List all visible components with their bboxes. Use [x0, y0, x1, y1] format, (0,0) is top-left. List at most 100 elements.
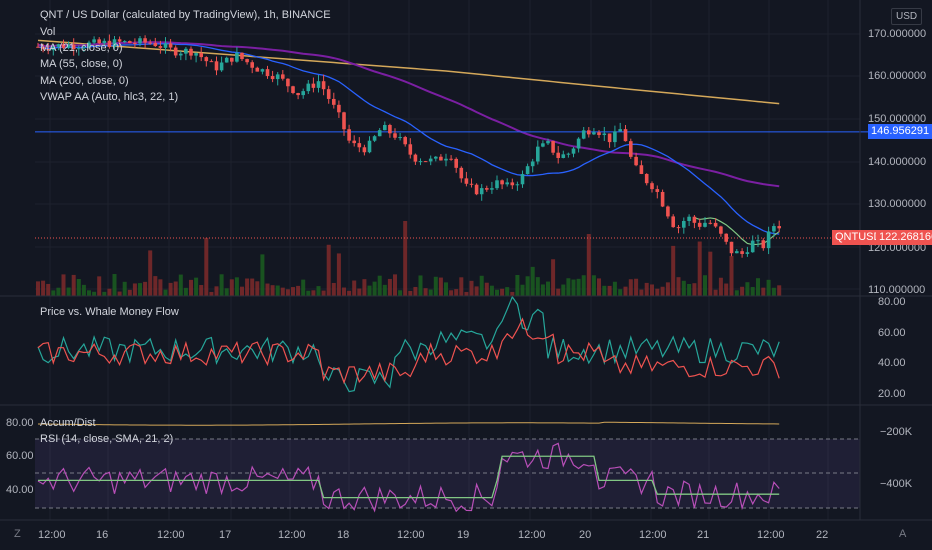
time-tick: 12:00: [397, 529, 425, 541]
candle-body: [418, 161, 423, 163]
symbol-title[interactable]: QNT / US Dollar (calculated by TradingVi…: [40, 9, 331, 21]
volume-bar: [713, 289, 718, 296]
volume-bar: [112, 274, 117, 296]
candle-body: [41, 46, 45, 49]
indicator-ma21[interactable]: MA (21, close, 0): [40, 42, 123, 54]
volume-bar: [245, 278, 250, 296]
candle-body: [520, 174, 525, 185]
candle-body: [61, 44, 66, 48]
whale-money-flow-pane[interactable]: [37, 295, 780, 393]
volume-bar: [520, 284, 525, 296]
hline-price-tag[interactable]: 146.956291: [868, 124, 932, 139]
candle-body: [576, 138, 581, 149]
whale-pane-title[interactable]: Price vs. Whale Money Flow: [40, 306, 179, 318]
auto-scale-left-button[interactable]: Z: [14, 528, 21, 540]
volume-bar: [489, 285, 494, 296]
volume-bar: [708, 251, 713, 296]
volume-bar: [591, 275, 596, 296]
indicator-vwap[interactable]: VWAP AA (Auto, hlc3, 22, 1): [40, 91, 179, 103]
volume-bar: [729, 256, 734, 296]
candle-body: [219, 62, 224, 71]
candle-body: [138, 38, 142, 44]
candle-body: [692, 216, 697, 223]
volume-bar: [628, 279, 633, 296]
time-tick: 21: [697, 529, 710, 541]
time-tick: 19: [457, 529, 470, 541]
volume-bar: [107, 288, 112, 296]
candle-body: [750, 240, 755, 253]
candle-body: [153, 42, 158, 47]
candle-body: [655, 189, 660, 192]
rsi-title[interactable]: RSI (14, close, SMA, 21, 2): [40, 433, 174, 445]
volume-bar: [766, 279, 771, 296]
volume-bar: [199, 285, 204, 296]
candle-body: [163, 43, 168, 48]
volume-bar: [158, 279, 163, 296]
indicator-ma200[interactable]: MA (200, close, 0): [40, 75, 129, 87]
candle-body: [713, 222, 718, 227]
candle-body: [133, 42, 137, 44]
candle-body: [209, 61, 214, 63]
candle-body: [423, 161, 428, 163]
volume-bar: [403, 221, 408, 296]
currency-button[interactable]: USD: [891, 8, 923, 25]
candle-body: [623, 129, 628, 142]
volume-bar: [87, 290, 91, 296]
time-tick: 17: [219, 529, 232, 541]
volume-bar: [92, 291, 97, 296]
volume-bar: [740, 286, 745, 296]
volume-bar: [623, 286, 628, 296]
candle-body: [383, 125, 387, 131]
candle-body: [740, 251, 744, 254]
volume-bar: [597, 278, 601, 296]
volume-bar: [255, 281, 260, 296]
volume-bar: [46, 283, 51, 296]
volume-bar: [326, 244, 331, 296]
volume-bar: [81, 284, 86, 296]
volume-bar: [224, 288, 229, 296]
candle-body: [326, 89, 331, 99]
volume-bar: [127, 289, 132, 296]
volume-bar: [561, 284, 566, 296]
indicator-vol[interactable]: Vol: [40, 26, 56, 38]
candle-body: [408, 144, 413, 155]
volume-bar: [566, 278, 571, 296]
time-tick: 12:00: [278, 529, 306, 541]
candle-body: [224, 57, 229, 63]
candle-body: [530, 161, 535, 167]
accum-dist-title[interactable]: Accum/Dist: [40, 417, 96, 429]
volume-bar: [444, 282, 448, 296]
candle-body: [265, 69, 270, 77]
candle-body: [56, 44, 61, 47]
volume-bar: [306, 290, 311, 296]
indicator-ma55[interactable]: MA (55, close, 0): [40, 58, 123, 70]
candle-body: [439, 156, 443, 161]
candle-body: [97, 39, 101, 44]
candle-body: [666, 206, 670, 217]
volume-bar: [546, 281, 550, 296]
volume-bar: [428, 289, 433, 296]
pane-separators: [0, 0, 932, 521]
main-price-pane[interactable]: [35, 34, 868, 296]
accum-rsi-pane[interactable]: [35, 421, 860, 513]
volume-bar: [660, 286, 665, 296]
candle-body: [490, 188, 494, 190]
candle-body: [301, 91, 305, 96]
auto-scale-button[interactable]: A: [899, 528, 907, 540]
candle-body: [143, 38, 147, 43]
time-tick: 12:00: [157, 529, 185, 541]
candle-body: [250, 62, 254, 68]
volume-bar: [449, 290, 454, 296]
volume-bar: [515, 274, 520, 296]
candle-body: [362, 147, 367, 153]
candle-body: [724, 233, 728, 242]
volume-bar: [474, 286, 479, 296]
volume-bar: [357, 288, 362, 296]
volume-bar: [644, 282, 649, 296]
volume-bar: [209, 291, 214, 296]
candle-body: [561, 154, 566, 158]
volume-bar: [372, 281, 377, 296]
candle-body: [342, 112, 346, 130]
candle-body: [204, 57, 209, 62]
